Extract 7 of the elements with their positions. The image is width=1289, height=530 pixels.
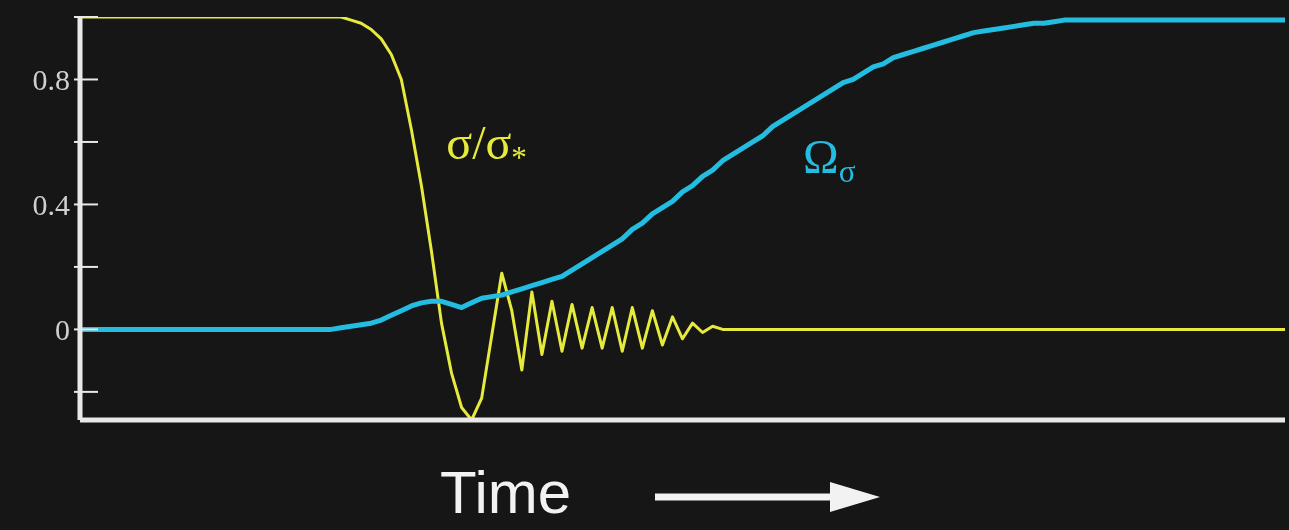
y-tick-label: 0.4 <box>32 187 70 221</box>
y-tick-label: 0.8 <box>32 62 70 96</box>
line-series <box>80 17 1285 420</box>
y-tick-label: 0 <box>55 312 70 346</box>
x-axis-title: Time <box>440 458 572 528</box>
series-label: Ω$_{σ}$ <box>803 129 856 189</box>
series-label: σ/σ$_{*}$ <box>446 115 527 176</box>
